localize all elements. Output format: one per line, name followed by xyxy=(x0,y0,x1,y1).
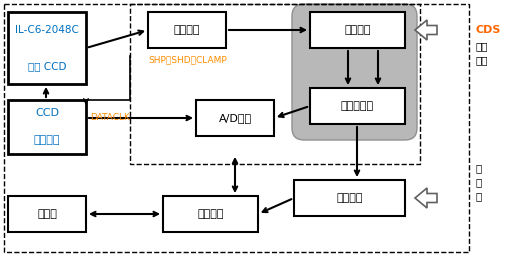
Bar xyxy=(310,12,405,48)
FancyBboxPatch shape xyxy=(292,4,417,140)
Polygon shape xyxy=(415,20,437,40)
Polygon shape xyxy=(415,188,437,208)
Bar xyxy=(4,4,469,252)
Bar xyxy=(310,88,405,124)
Text: 上位机: 上位机 xyxy=(37,209,57,219)
Text: 前置放大: 前置放大 xyxy=(174,25,200,35)
Text: 理: 理 xyxy=(476,191,482,201)
Text: IL-C6-2048C: IL-C6-2048C xyxy=(15,25,79,35)
Text: CDS: CDS xyxy=(476,25,501,35)
Text: 芯片: 芯片 xyxy=(476,55,489,65)
Text: 集成: 集成 xyxy=(476,41,489,51)
Bar xyxy=(196,100,274,136)
Bar xyxy=(8,12,86,84)
Text: A/D转换: A/D转换 xyxy=(218,113,252,123)
Text: 处: 处 xyxy=(476,177,482,187)
Bar xyxy=(8,196,86,232)
Text: 相关双采样: 相关双采样 xyxy=(341,101,374,111)
Text: 预: 预 xyxy=(476,163,482,173)
Bar xyxy=(130,4,420,164)
Bar xyxy=(8,100,86,154)
Text: 箝位电路: 箝位电路 xyxy=(344,25,371,35)
Text: 线阵 CCD: 线阵 CCD xyxy=(28,61,66,71)
Text: 低通滤波: 低通滤波 xyxy=(336,193,363,203)
Bar xyxy=(148,12,226,48)
Bar xyxy=(294,180,405,216)
Text: DATACLK: DATACLK xyxy=(90,112,130,121)
Text: CCD: CCD xyxy=(35,108,59,119)
Text: 驱动电路: 驱动电路 xyxy=(34,135,60,146)
Text: SHP、SHD、CLAMP: SHP、SHD、CLAMP xyxy=(148,56,227,65)
Text: 微控制器: 微控制器 xyxy=(197,209,224,219)
Bar xyxy=(163,196,258,232)
